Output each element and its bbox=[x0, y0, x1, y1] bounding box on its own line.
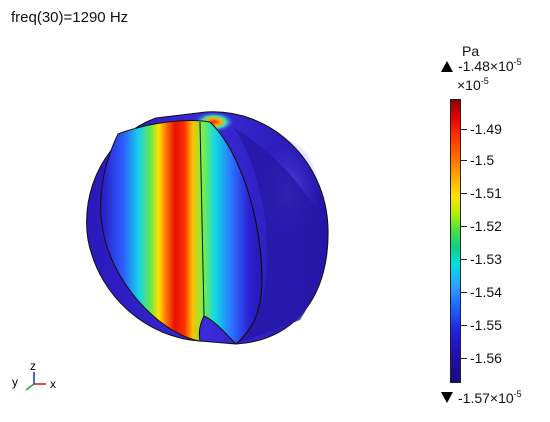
colorbar-tick-label: -1.5 bbox=[470, 152, 495, 168]
colorbar-tick-mark bbox=[461, 325, 467, 326]
colorbar-tick-label: -1.56 bbox=[470, 350, 502, 366]
colorbar-min-label: -1.57×10-5 bbox=[441, 389, 522, 406]
cut-divider-line bbox=[199, 121, 205, 317]
colorbar-tick-mark bbox=[461, 358, 467, 359]
colorbar-tick-mark bbox=[461, 129, 467, 130]
sphere-side-shadow bbox=[234, 128, 324, 344]
triad-x-label: x bbox=[50, 377, 56, 391]
colorbar-tick-label: -1.51 bbox=[470, 185, 502, 201]
colorbar-scale-value: ×10 bbox=[457, 77, 481, 93]
plot-canvas[interactable] bbox=[0, 0, 440, 360]
colorbar-tick-label: -1.55 bbox=[470, 317, 502, 333]
colorbar-tick-label: -1.54 bbox=[470, 284, 502, 300]
colorbar-tick-label: -1.49 bbox=[470, 121, 502, 137]
colorbar-min-exponent: -5 bbox=[513, 389, 522, 399]
colorbar-tick-mark bbox=[461, 160, 467, 161]
colorbar-tick-label: -1.52 bbox=[470, 218, 502, 234]
colorbar-scale-factor: ×10-5 bbox=[457, 76, 489, 93]
colorbar-min-value: -1.57×10 bbox=[458, 390, 514, 406]
plot-title: freq(30)=1290 Hz bbox=[11, 9, 129, 26]
colorbar-tick-mark bbox=[461, 259, 467, 260]
triangle-up-icon bbox=[441, 61, 453, 72]
triangle-down-icon bbox=[441, 392, 453, 403]
colorbar-tick-mark bbox=[461, 292, 467, 293]
triad-z-label: z bbox=[30, 360, 36, 373]
cut-edge-line bbox=[209, 121, 263, 345]
colorbar-max-label: -1.48×10-5 bbox=[441, 57, 522, 74]
colorbar-tick-mark bbox=[461, 226, 467, 227]
colorbar-scale-exponent: -5 bbox=[480, 76, 489, 86]
colorbar-tick-mark bbox=[461, 193, 467, 194]
colorbar bbox=[450, 99, 461, 383]
triad-y-label: y bbox=[12, 375, 18, 389]
colorbar-tick-label: -1.53 bbox=[470, 251, 502, 267]
colorbar-unit: Pa bbox=[462, 43, 480, 59]
colorbar-max-exponent: -5 bbox=[513, 57, 522, 67]
axes-triad-icon: z y x bbox=[12, 360, 56, 391]
colorbar-max-value: -1.48×10 bbox=[458, 58, 514, 74]
